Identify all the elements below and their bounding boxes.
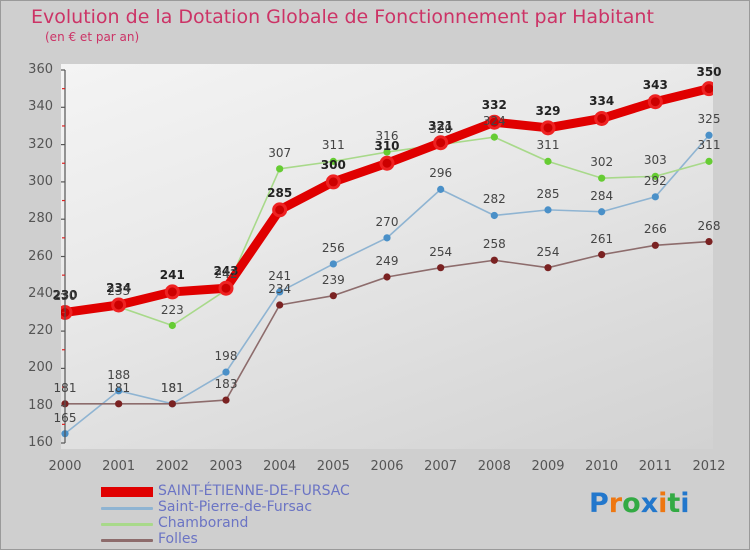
data-point — [276, 165, 284, 173]
legend-label: Saint-Pierre-de-Fursac — [158, 499, 313, 515]
data-point — [486, 114, 502, 130]
data-point — [544, 264, 552, 272]
logo-letter: t — [667, 488, 681, 519]
legend-label: SAINT-ÉTIENNE-DE-FURSAC — [158, 483, 350, 499]
data-point — [598, 174, 606, 182]
data-point — [540, 120, 556, 136]
data-point — [329, 260, 337, 268]
logo-letter: i — [680, 488, 690, 519]
data-point — [490, 211, 498, 220]
legend-item[interactable]: Saint-Pierre-de-Fursac — [101, 499, 481, 517]
data-point — [544, 157, 552, 165]
data-point — [705, 131, 713, 139]
logo-letter: r — [608, 488, 623, 519]
data-point — [598, 251, 606, 259]
chart-svg — [61, 69, 713, 444]
data-point — [329, 157, 337, 165]
data-point — [115, 400, 123, 408]
legend-color-swatch — [101, 507, 153, 510]
data-point — [383, 273, 391, 281]
data-point — [276, 288, 284, 296]
data-point — [383, 148, 391, 156]
chart-plot-area: 160 180 200 220 240 260 280 300 320 340 360 2000 200… — [28, 62, 725, 474]
y-axis-tick-label: 340 — [28, 99, 53, 115]
x-axis-tick-label: 2006 — [370, 459, 404, 474]
logo-letter: P — [589, 488, 609, 519]
data-point — [705, 157, 713, 165]
legend-color-swatch — [101, 523, 153, 526]
x-axis-tick-label: 2000 — [48, 459, 82, 474]
data-point — [598, 208, 606, 216]
data-point — [325, 174, 341, 190]
page-title: Evolution de la Dotation Globale de Fonc… — [31, 6, 654, 28]
data-point — [272, 202, 288, 218]
data-point — [164, 284, 180, 300]
x-axis-tick-label: 2007 — [424, 459, 458, 474]
y-axis-tick-label: 360 — [28, 62, 53, 77]
series-line — [64, 240, 710, 405]
legend-color-swatch — [101, 487, 153, 497]
data-point — [705, 237, 713, 246]
series-line — [64, 134, 710, 435]
y-axis-tick-label: 280 — [28, 211, 53, 227]
data-point — [490, 256, 498, 264]
legend-item[interactable]: SAINT-ÉTIENNE-DE-FURSAC — [101, 483, 481, 501]
data-point — [115, 387, 123, 395]
legend-item[interactable]: Chamborand — [101, 515, 481, 533]
data-point — [383, 234, 391, 242]
y-axis-tick-label: 200 — [28, 360, 53, 376]
data-point — [544, 206, 552, 214]
x-axis-tick-label: 2003 — [209, 459, 243, 474]
data-point — [651, 172, 659, 180]
data-point — [651, 193, 659, 201]
logo-letter: x — [640, 488, 659, 519]
logo-letter: o — [622, 488, 641, 519]
data-point — [437, 264, 445, 272]
data-point — [433, 135, 449, 151]
legend-item[interactable]: Folles — [101, 531, 481, 549]
chart-legend: SAINT-ÉTIENNE-DE-FURSAC Saint-Pierre-de-F… — [101, 483, 481, 549]
data-point — [222, 368, 230, 376]
legend-color-swatch — [101, 539, 153, 542]
x-axis-tick-label: 2010 — [585, 459, 619, 474]
y-axis-tick-label: 260 — [28, 248, 53, 264]
y-axis-tick-label: 320 — [28, 136, 53, 152]
page-subtitle: (en € et par an) — [45, 30, 140, 44]
data-point — [329, 292, 337, 300]
data-point — [222, 396, 230, 404]
legend-label: Chamborand — [158, 515, 249, 531]
legend-label: Folles — [158, 531, 198, 547]
logo-letter: i — [658, 488, 668, 519]
x-axis-tick-label: 2011 — [638, 459, 672, 474]
y-axis-tick-label: 180 — [28, 397, 53, 413]
x-axis-tick-label: 2009 — [531, 459, 565, 474]
data-point — [490, 133, 498, 141]
x-axis-tick-label: 2004 — [263, 459, 297, 474]
x-axis-tick-label: 2012 — [692, 459, 726, 474]
data-point — [111, 297, 127, 313]
data-point — [168, 400, 176, 408]
y-axis-tick-label: 220 — [28, 323, 53, 339]
data-point — [168, 321, 176, 330]
data-point — [647, 94, 663, 110]
y-axis-tick-label: 300 — [28, 173, 53, 189]
x-axis-tick-label: 2005 — [316, 459, 350, 474]
y-axis-tick-label: 160 — [28, 435, 53, 450]
x-axis-tick-label: 2002 — [155, 459, 189, 474]
data-point — [651, 241, 659, 249]
data-point — [594, 110, 610, 126]
data-point — [379, 155, 395, 171]
data-point — [701, 81, 713, 97]
data-point — [437, 185, 445, 193]
x-axis-tick-label: 2008 — [477, 459, 511, 474]
data-point — [276, 301, 284, 309]
proxiti-logo: Proxiti — [589, 488, 690, 519]
y-axis-tick-label: 240 — [28, 285, 53, 301]
data-point — [218, 280, 234, 296]
x-axis-tick-label: 2001 — [102, 459, 136, 474]
